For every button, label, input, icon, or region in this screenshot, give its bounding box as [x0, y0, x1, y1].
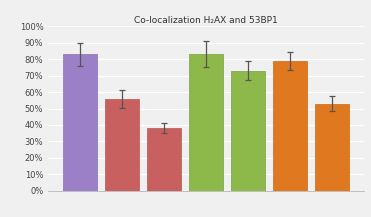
- Bar: [63, 54, 97, 191]
- Bar: [231, 71, 265, 191]
- Bar: [189, 54, 223, 191]
- Title: Co-localization H₂AX and 53BP1: Co-localization H₂AX and 53BP1: [134, 16, 278, 25]
- Bar: [273, 61, 307, 191]
- Bar: [147, 128, 181, 191]
- Bar: [105, 99, 139, 191]
- Bar: [315, 104, 349, 191]
